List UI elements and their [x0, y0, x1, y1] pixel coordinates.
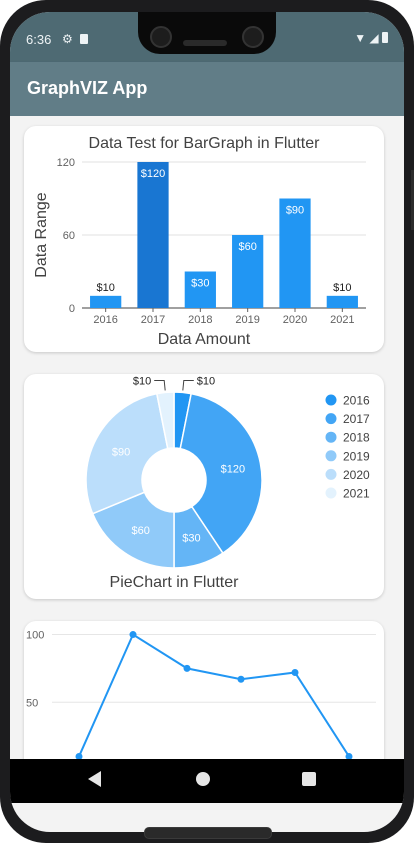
x-axis-label: Data Amount: [158, 331, 251, 348]
data-label: $10: [333, 282, 351, 294]
y-tick-label: 100: [26, 630, 44, 642]
y-axis-label: Data Range: [33, 192, 50, 277]
navigation-bar: [10, 759, 404, 803]
x-tick-label: 2020: [283, 314, 307, 326]
recents-icon[interactable]: [302, 772, 316, 786]
back-icon[interactable]: [88, 771, 101, 787]
status-left-icons: ⚙: [62, 32, 89, 46]
signal-icon: ◢: [369, 31, 379, 45]
legend-marker: [325, 487, 337, 499]
pie-slice: [179, 392, 263, 555]
data-label: $30: [191, 278, 209, 290]
legend-label: 2020: [343, 468, 370, 482]
earpiece-speaker: [183, 40, 227, 46]
bar-chart: Data Test for BarGraph in Flutter 0 60 120 2…: [33, 135, 366, 348]
slice-label: $10: [197, 375, 215, 387]
legend-label: 2021: [343, 487, 370, 501]
data-label: $120: [141, 168, 165, 180]
wifi-icon: ▼: [354, 31, 367, 45]
legend-label: 2016: [343, 394, 370, 408]
battery-icon: [382, 32, 388, 43]
y-tick-label: 120: [57, 157, 75, 169]
x-tick-label: 2016: [93, 314, 117, 326]
camera-icon: [150, 26, 172, 48]
bar: [232, 235, 264, 308]
legend-label: 2019: [343, 449, 370, 463]
status-right-icons: ▼ ◢: [354, 31, 388, 45]
data-point: [183, 664, 191, 672]
legend-label: 2017: [343, 412, 370, 426]
y-tick-label: 0: [69, 303, 75, 315]
side-button: [411, 170, 414, 230]
bottom-speaker: [144, 827, 272, 839]
camera-icon: [242, 26, 264, 48]
pie-slice: [85, 392, 169, 515]
pie-chart: $10 $120 $30 $60 $90 $10 PieChart in Flutter 20…: [85, 375, 370, 591]
slice-label: $30: [182, 532, 200, 544]
y-tick-label: 60: [63, 230, 75, 242]
screen: 6:36 ⚙ ▼ ◢ GraphVIZ App: [10, 12, 404, 832]
data-point: [237, 675, 245, 683]
data-label: $90: [286, 205, 304, 217]
legend-marker: [325, 413, 337, 425]
legend-marker: [325, 450, 337, 462]
bar: [279, 198, 311, 308]
data-point: [291, 668, 299, 676]
data-point: [129, 631, 137, 639]
x-tick-label: 2021: [330, 314, 354, 326]
app-bar: GraphVIZ App: [10, 62, 404, 116]
data-point: [75, 752, 83, 759]
slice-label: $90: [112, 447, 130, 459]
slice-leader-line: [154, 379, 166, 391]
bar: [137, 162, 169, 308]
pie-slice: [155, 391, 175, 450]
pie-slice: [91, 491, 175, 569]
camera-notch: [138, 12, 276, 54]
x-tick-label: 2017: [141, 314, 165, 326]
phone-bezel: 6:36 ⚙ ▼ ◢ GraphVIZ App: [10, 12, 404, 832]
chart-title: PieChart in Flutter: [110, 574, 240, 591]
slice-label: $10: [133, 375, 151, 387]
status-time: 6:36: [26, 32, 52, 47]
chart-list[interactable]: Data Test for BarGraph in Flutter 0 60 120 2…: [10, 116, 404, 759]
legend-marker: [325, 394, 337, 406]
sd-card-icon: [80, 34, 89, 44]
slice-label: $120: [221, 463, 245, 475]
series-line: [78, 633, 350, 757]
gear-icon: ⚙: [62, 32, 73, 46]
bar-chart-card: Data Test for BarGraph in Flutter 0 60 120 2…: [24, 126, 384, 352]
legend-marker: [325, 468, 337, 480]
legend-marker: [325, 431, 337, 443]
slice-leader-line: [182, 379, 194, 391]
data-label: $60: [238, 241, 256, 253]
app-title: GraphVIZ App: [27, 78, 148, 98]
data-label: $10: [96, 282, 114, 294]
pie-chart-card: $10 $120 $30 $60 $90 $10 PieChart in Flutter 20…: [24, 374, 384, 599]
data-point: [345, 752, 353, 759]
bar: [326, 295, 358, 308]
bar: [90, 295, 122, 308]
slice-label: $60: [131, 525, 149, 537]
line-chart: 50 100: [26, 630, 376, 759]
line-chart-card: 50 100: [24, 621, 384, 759]
bar: [184, 271, 216, 308]
y-tick-label: 50: [26, 697, 38, 709]
status-bar: 6:36 ⚙ ▼ ◢: [10, 12, 404, 62]
home-icon[interactable]: [196, 772, 210, 786]
x-tick-label: 2019: [235, 314, 259, 326]
x-tick-label: 2018: [188, 314, 212, 326]
legend-label: 2018: [343, 431, 370, 445]
chart-title: Data Test for BarGraph in Flutter: [89, 135, 321, 152]
